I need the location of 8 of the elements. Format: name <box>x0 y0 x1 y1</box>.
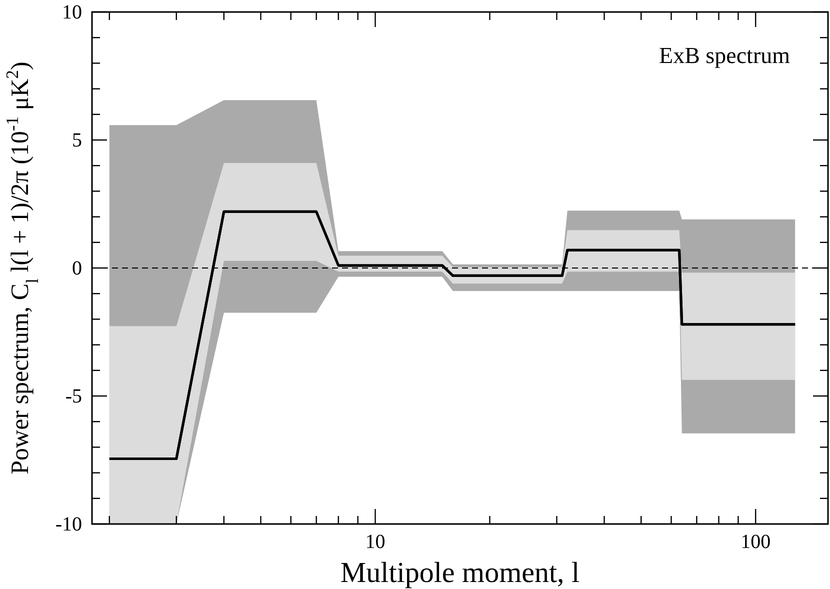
y-tick-label: -5 <box>65 385 82 408</box>
x-tick-label: 100 <box>740 531 771 554</box>
annotation: ExB spectrum <box>659 43 790 68</box>
x-axis-title: Multipole moment, l <box>340 557 580 589</box>
y-tick-label: 10 <box>62 1 82 24</box>
y-tick-label: -10 <box>55 513 82 536</box>
y-tick-label: 0 <box>72 257 82 280</box>
y-tick-label: 5 <box>72 129 82 152</box>
